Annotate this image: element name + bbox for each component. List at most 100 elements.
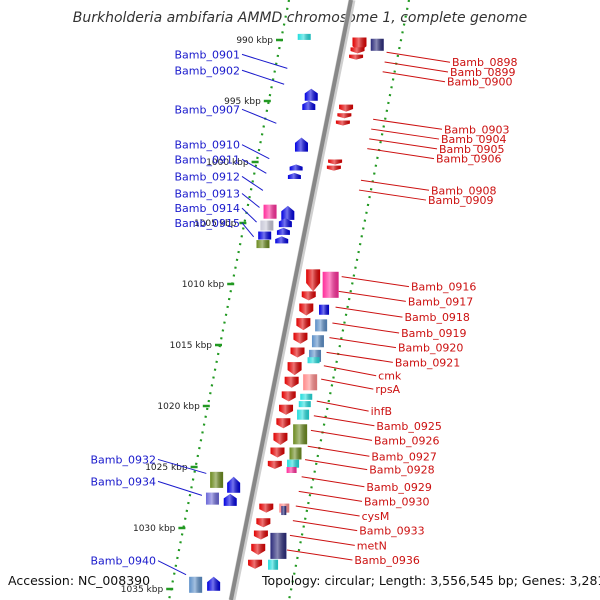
right-label-leader	[316, 400, 369, 412]
right-label-leader	[310, 429, 373, 441]
forward-gene-arrow	[256, 518, 271, 528]
forward-gene-arrow	[306, 269, 321, 292]
forward-gene-block	[287, 459, 300, 468]
left-label-leader	[241, 193, 260, 208]
right-label-leader	[338, 290, 406, 302]
forward-gene-block	[319, 304, 330, 315]
left-label-leader	[157, 480, 203, 496]
reverse-gene-arrow	[276, 227, 290, 235]
right-gene-label: Bamb_0905	[439, 143, 504, 156]
forward-gene-arrow	[253, 530, 268, 540]
backbone-line	[229, 0, 353, 600]
right-label-leader	[369, 138, 438, 150]
right-label-leader	[307, 445, 370, 457]
reverse-gene-arrow	[275, 236, 289, 244]
topology-text: Topology: circular; Length: 3,556,545 bp…	[261, 573, 600, 588]
forward-gene-arrow	[281, 391, 296, 402]
forward-gene-block	[370, 38, 384, 51]
left-gene-label: Bamb_0913	[175, 187, 240, 200]
right-gene-label: ihfB	[371, 405, 392, 418]
left-gene-label: Bamb_0914	[175, 202, 240, 215]
left-label-leader	[241, 175, 264, 191]
right-label-leader	[382, 71, 446, 83]
tick-label: 1020 kbp	[157, 402, 200, 412]
forward-gene-arrow	[349, 54, 364, 60]
reverse-gene-arrow	[304, 88, 318, 101]
right-label-leader	[321, 378, 374, 390]
strand-track-lines	[167, 0, 411, 600]
right-gene-labels: Bamb_0898Bamb_0899Bamb_0900Bamb_0903Bamb…	[286, 51, 517, 567]
left-gene-label: Bamb_0907	[175, 103, 240, 116]
tick-label: 1015 kbp	[170, 341, 213, 351]
forward-gene-block	[322, 271, 339, 298]
right-label-leader	[295, 505, 360, 517]
tick-label: 1030 kbp	[133, 524, 176, 534]
left-label-leader	[157, 458, 207, 474]
tick-label: 1010 kbp	[182, 280, 225, 290]
right-gene-label: Bamb_0930	[364, 495, 429, 508]
forward-gene-arrow	[287, 362, 302, 376]
forward-gene-arrow	[335, 120, 350, 126]
right-gene-label: Bamb_0936	[354, 554, 419, 567]
reverse-gene-block	[256, 240, 270, 249]
forward-gene-arrow	[276, 418, 291, 429]
right-label-leader	[292, 520, 358, 532]
right-label-leader	[358, 189, 427, 201]
left-label-leader	[241, 69, 285, 85]
reverse-gene-block	[258, 231, 272, 240]
reverse-gene-block	[205, 492, 219, 505]
forward-gene-arrow	[350, 47, 365, 54]
tick-label: 1035 kbp	[121, 585, 164, 595]
left-label-leader	[241, 53, 288, 69]
right-gene-label: Bamb_0919	[401, 327, 466, 340]
left-gene-label: Bamb_0915	[175, 217, 240, 230]
left-gene-label: Bamb_0934	[91, 475, 156, 488]
right-label-leader	[332, 322, 400, 334]
accession-text: Accession: NC_008390	[8, 573, 150, 588]
gene-features	[189, 33, 384, 593]
forward-gene-block	[298, 401, 311, 408]
right-gene-label: Bamb_0927	[371, 450, 436, 463]
left-gene-label: Bamb_0911	[175, 153, 240, 166]
reverse-gene-arrow	[227, 476, 241, 493]
kbp-ticks: 990 kbp 995 kbp 1000 kbp 1005 kbp 1010 kbp 10…	[121, 36, 283, 595]
right-gene-label: Bamb_0906	[436, 153, 501, 166]
right-gene-label: cysM	[362, 510, 390, 523]
forward-gene-block	[293, 424, 308, 445]
right-gene-label: Bamb_0917	[408, 295, 473, 308]
right-gene-label: Bamb_0903	[444, 123, 509, 136]
right-gene-label: metN	[357, 539, 387, 552]
forward-gene-arrow	[293, 332, 308, 344]
forward-gene-arrow	[284, 376, 299, 388]
left-label-leader	[241, 108, 277, 124]
tick-label: 1005 kbp	[194, 219, 237, 229]
tick-label: 995 kbp	[224, 97, 261, 107]
right-label-leader	[298, 490, 363, 502]
right-label-leader	[384, 61, 449, 73]
tick-label: 1025 kbp	[145, 463, 188, 473]
left-label-leader	[157, 560, 187, 576]
forward-gene-block	[268, 559, 279, 570]
right-gene-label: Bamb_0909	[428, 194, 493, 207]
forward-gene-arrow	[328, 159, 343, 165]
forward-gene-block	[286, 467, 297, 473]
forward-gene-block	[270, 532, 287, 559]
reverse-gene-arrow	[294, 137, 308, 152]
right-gene-label: Bamb_0908	[431, 184, 496, 197]
reverse-gene-arrow	[287, 172, 301, 179]
forward-gene-arrow	[339, 104, 354, 112]
right-label-leader	[304, 459, 368, 471]
reverse-track-guide	[167, 0, 291, 600]
map-title: Burkholderia ambifaria AMMD chromosome 1…	[73, 10, 527, 26]
right-gene-label: Bamb_0921	[395, 356, 460, 369]
left-gene-label: Bamb_0901	[175, 48, 240, 61]
right-gene-label: Bamb_0899	[450, 66, 515, 79]
reverse-gene-arrow	[223, 493, 237, 506]
left-label-leader	[241, 144, 270, 160]
forward-gene-arrow	[299, 303, 314, 316]
left-gene-labels: Bamb_0901Bamb_0902Bamb_0907Bamb_0910Bamb…	[91, 48, 288, 576]
right-label-leader	[335, 306, 403, 318]
left-label-leader	[241, 207, 257, 223]
